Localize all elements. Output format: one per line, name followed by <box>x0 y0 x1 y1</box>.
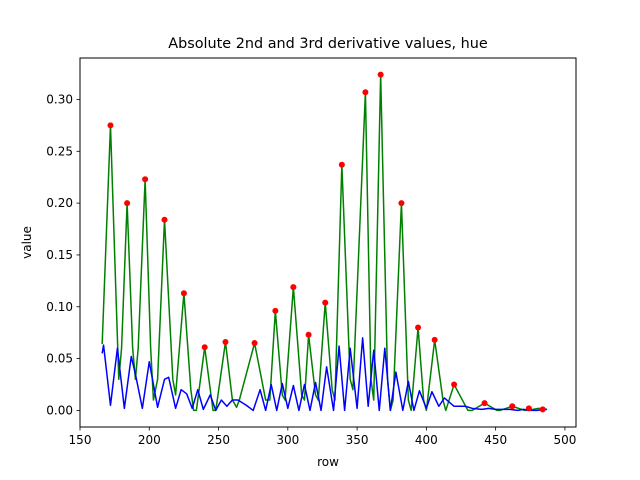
y-axis-label: value <box>20 226 34 259</box>
plot-frame <box>79 57 577 428</box>
y-axis: 0.00 0.05 0.10 0.15 0.20 0.25 0.30 <box>46 92 80 417</box>
x-axis: 150 200 250 300 350 400 450 500 <box>69 427 576 447</box>
data-point-marker <box>305 331 312 338</box>
chart-title: Absolute 2nd and 3rd derivative values, … <box>168 36 488 52</box>
x-tick-label: 450 <box>484 433 507 447</box>
data-point-marker <box>124 200 131 207</box>
y-tick-label: 0.05 <box>46 352 73 366</box>
y-tick-label: 0.00 <box>46 403 73 417</box>
x-tick-label: 150 <box>69 433 92 447</box>
data-point-marker <box>415 324 422 331</box>
data-point-marker <box>201 344 208 351</box>
x-tick-label: 350 <box>346 433 369 447</box>
data-point-marker <box>251 340 258 347</box>
x-tick-label: 400 <box>415 433 438 447</box>
data-point-marker <box>362 89 369 96</box>
data-point-marker <box>142 176 149 183</box>
data-point-marker <box>539 406 546 413</box>
y-tick-label: 0.15 <box>46 248 73 262</box>
data-point-marker <box>431 336 438 343</box>
data-point-marker <box>481 400 488 407</box>
data-point-marker <box>377 71 384 78</box>
data-point-marker <box>180 290 187 297</box>
data-point-marker <box>398 200 405 207</box>
data-point-marker <box>322 299 329 306</box>
y-tick-label: 0.25 <box>46 144 73 158</box>
x-tick-label: 300 <box>276 433 299 447</box>
data-point-marker <box>222 339 229 346</box>
y-tick-label: 0.20 <box>46 196 73 210</box>
plot-area <box>101 71 548 413</box>
data-point-marker <box>338 161 345 168</box>
x-tick-label: 500 <box>553 433 576 447</box>
data-point-marker <box>525 405 532 412</box>
series-line-1 <box>101 337 547 412</box>
data-point-marker <box>272 307 279 314</box>
x-tick-label: 200 <box>138 433 161 447</box>
data-point-marker <box>161 216 168 223</box>
data-point-marker <box>509 403 516 410</box>
data-point-marker <box>107 122 114 129</box>
x-tick-label: 250 <box>207 433 230 447</box>
data-point-marker <box>451 381 458 388</box>
series-line-0 <box>101 73 548 412</box>
x-axis-label: row <box>317 455 339 469</box>
y-tick-label: 0.30 <box>46 92 73 106</box>
data-point-marker <box>290 284 297 291</box>
y-tick-label: 0.10 <box>46 300 73 314</box>
